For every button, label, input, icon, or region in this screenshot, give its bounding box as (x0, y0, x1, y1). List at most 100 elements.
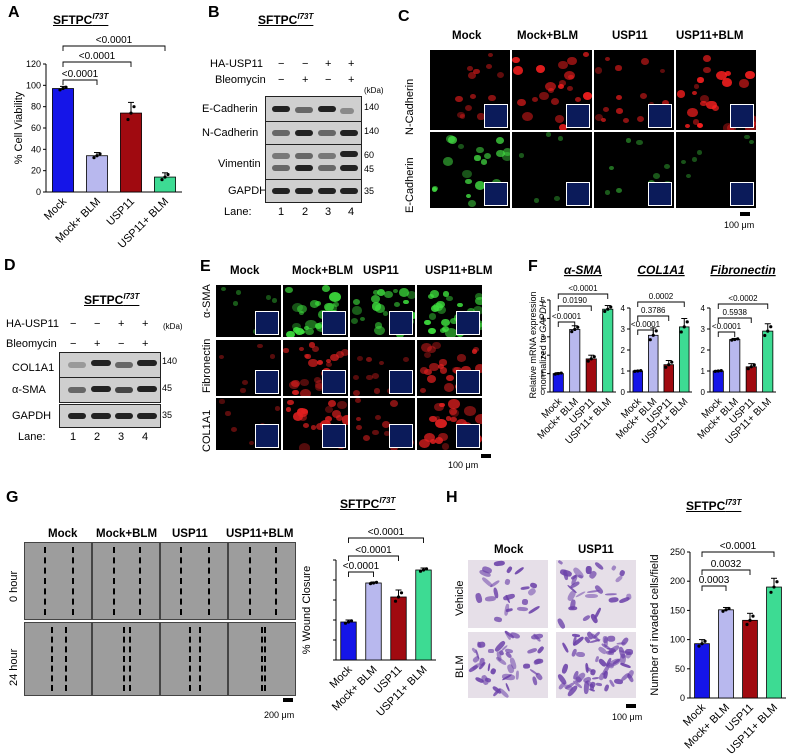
c-row-ncad: N-Cadherin (404, 78, 416, 135)
f2-ytick-label: 3 (621, 325, 626, 334)
f3-bracket (717, 317, 752, 323)
b-blot-ecad (265, 96, 362, 122)
c-ncad-tile-3 (594, 50, 674, 130)
a-bar-2 (86, 155, 108, 193)
h-point (700, 642, 704, 646)
b-bleo-sign-4: + (348, 74, 355, 86)
wound-edge-line (189, 627, 191, 691)
a-pvalue: <0.0001 (79, 51, 116, 62)
f3-bar-1 (712, 370, 724, 393)
h-y-label: Number of invaded cells/field (649, 554, 661, 695)
f3-bracket (717, 303, 769, 309)
e-asma-tile-4 (417, 285, 482, 337)
g-col-1: Mock (48, 528, 78, 540)
panel-label-h: H (446, 489, 458, 506)
g-point (368, 582, 373, 586)
panel-g-title: SFTPCI73T (340, 496, 396, 511)
f1-ytick-label: 4 (541, 314, 546, 323)
panel-b-title: SFTPCI73T (258, 12, 314, 27)
h-ytick-label: 100 (670, 635, 685, 645)
e-scale-bar (481, 454, 491, 458)
b-blot-ncad-label: N-Cadherin (202, 127, 259, 139)
e-col1a1-tile-4 (417, 398, 482, 450)
b-mw-45: 45 (364, 164, 375, 174)
a-ytick-label: 80 (31, 102, 41, 112)
c-col-1: Mock (452, 30, 482, 42)
g-point (343, 621, 348, 625)
f1-point (603, 309, 607, 314)
f3-bracket (717, 331, 736, 337)
e-col-4: USP11+BLM (425, 265, 493, 277)
f1-bracket (557, 305, 592, 311)
h-col-mock: Mock (494, 544, 524, 556)
dapi-inset (648, 182, 672, 206)
g-point (399, 591, 404, 595)
b-ha-sign-1: − (278, 58, 285, 70)
f1-point (553, 372, 557, 376)
a-point (58, 88, 62, 92)
f2-point (639, 369, 643, 373)
b-mw-35: 35 (364, 186, 375, 196)
e-row-asma: α-SMA (201, 284, 213, 318)
g-point (421, 568, 426, 572)
h-ytick-label: 50 (675, 664, 685, 674)
panel-label-d: D (4, 257, 16, 274)
dapi-inset (484, 182, 508, 206)
f3-bar-2 (729, 339, 741, 393)
f2-bar-1 (632, 370, 643, 393)
h-ytick-label: 0 (680, 693, 685, 703)
g-pvalue: <0.0001 (355, 545, 392, 556)
b-row-bleomycin: Bleomycin (215, 74, 266, 86)
f3-point (716, 369, 720, 373)
h-point (724, 608, 728, 612)
c-ecad-tile-4 (676, 132, 756, 208)
wound-edge-line (72, 547, 74, 615)
a-bar-1 (52, 88, 74, 193)
e-fibronectin-tile-4 (417, 340, 482, 396)
f3-point (730, 338, 734, 342)
wound-edge-line (208, 547, 210, 615)
panel-label-f: F (528, 258, 538, 275)
f3-ytick-label: 2 (701, 346, 706, 355)
f1-ytick-label: 3 (541, 333, 546, 342)
g-bar-3 (390, 596, 407, 661)
c-ecad-tile-1 (430, 132, 510, 208)
panel-label-e: E (200, 258, 211, 275)
wound-edge-line (263, 627, 266, 691)
h-ytick-label: 200 (670, 576, 685, 586)
g-0h-tile-2 (92, 542, 160, 620)
a-ytick-label: 0 (36, 187, 41, 197)
b-lane-2: 2 (302, 206, 309, 218)
wound-edge-line (113, 547, 115, 615)
wound-edge-line (139, 547, 141, 615)
f1-pvalue: <0.0001 (568, 284, 598, 293)
h-point (748, 618, 752, 622)
g-point (418, 569, 423, 573)
e-fibronectin-tile-2 (283, 340, 348, 396)
c-col-4: USP11+BLM (676, 30, 744, 42)
f1-point (609, 305, 613, 309)
a-xtick-label-3: USP11 (105, 196, 138, 229)
e-col-1: Mock (230, 265, 260, 277)
a-pvalue: <0.0001 (62, 69, 99, 80)
h-bracket (701, 585, 727, 591)
wound-edge-line (199, 627, 201, 691)
dapi-inset (730, 104, 754, 128)
f1-bar-3 (585, 358, 597, 393)
b-bleo-sign-3: − (325, 74, 332, 86)
dapi-inset (648, 104, 672, 128)
d-ha-sign-2: − (94, 318, 101, 330)
a-bracket (62, 79, 98, 85)
panel-d-title: SFTPCI73T (84, 292, 140, 307)
f2-point (679, 330, 683, 334)
h-row-blm: BLM (454, 655, 466, 678)
h-scale-label: 100 μm (612, 712, 643, 722)
a-point (129, 111, 133, 115)
f1-point (589, 357, 593, 361)
panel-label-b: B (208, 4, 220, 21)
f2-pvalue: <0.0001 (631, 320, 661, 329)
dapi-inset (730, 182, 754, 206)
b-blot-vimentin (265, 144, 362, 180)
f2-bracket (637, 329, 654, 335)
e-asma-tile-3 (350, 285, 415, 337)
